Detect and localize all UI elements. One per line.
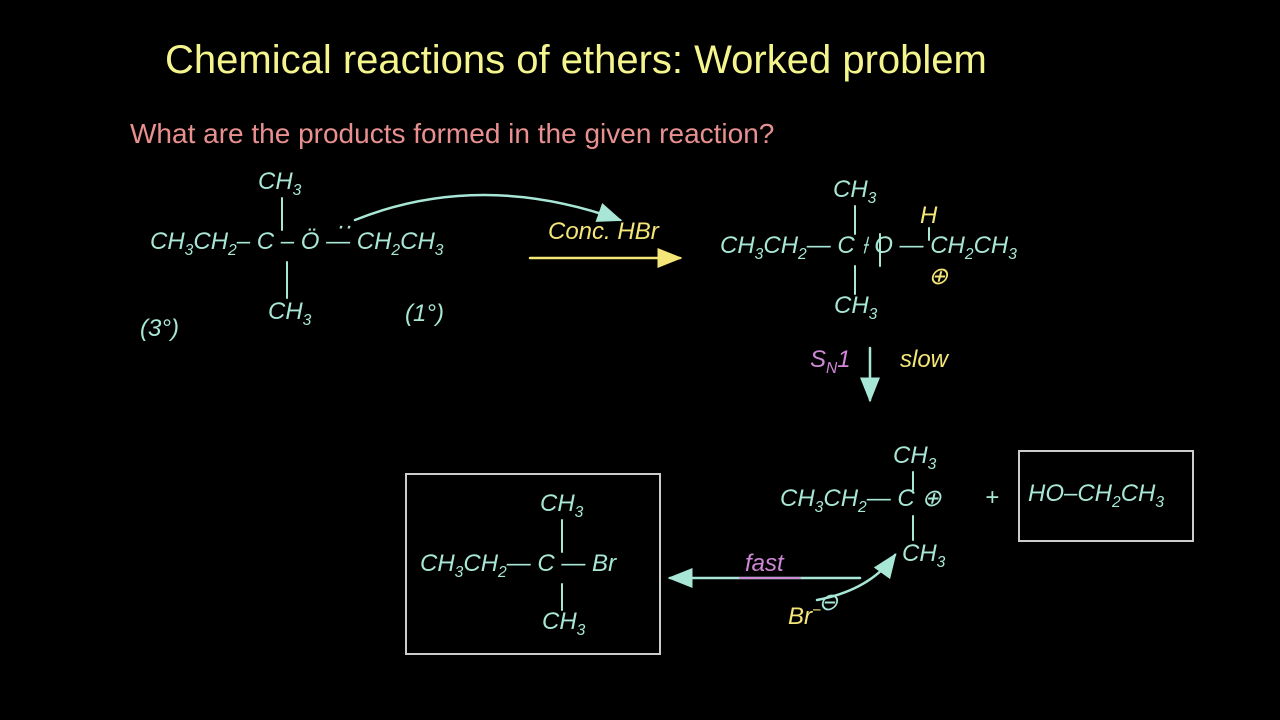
chem-carbo_plus: + xyxy=(985,484,999,512)
chem-carbo_ch3_bot: CH3 xyxy=(902,540,945,572)
chem-prod1_ch3_bot: CH3 xyxy=(834,292,877,324)
chem-degree_3: (3°) xyxy=(140,315,179,343)
chem-br_circ: ⊖ xyxy=(818,588,838,617)
chem-reactant_lone_pair: ·· xyxy=(337,213,353,241)
chem-sn1: SN1 xyxy=(810,346,851,378)
chem-prod1_ch3_top: CH3 xyxy=(833,176,876,208)
chem-prod1_h: H xyxy=(920,202,937,230)
chem-prod1_plus: ⊕ xyxy=(928,262,948,291)
chem-reactant_ch3_bot: CH3 xyxy=(268,298,311,330)
chem-degree_1: (1°) xyxy=(405,300,444,328)
chem-slow: slow xyxy=(900,346,948,374)
slide-title: Chemical reactions of ethers: Worked pro… xyxy=(165,38,987,83)
chem-br_minus: Br− xyxy=(788,602,821,631)
chem-fast: fast xyxy=(745,550,784,578)
chem-conc_hbr: Conc. HBr xyxy=(548,218,659,246)
arrow-curve_to_hbr xyxy=(355,195,620,220)
chem-reactant_main: CH3CH2– C – Ö — CH2CH3 xyxy=(150,228,443,260)
chem-carbo_main: CH3CH2— C ⊕ xyxy=(780,484,942,517)
chem-carbo_ch3_top: CH3 xyxy=(893,442,936,474)
box-product_box xyxy=(405,473,661,655)
box-alcohol_box xyxy=(1018,450,1194,542)
chem-prod1_main: CH3CH2— C ⟊ O — CH2CH3 xyxy=(720,232,1017,264)
chem-reactant_ch3_top: CH3 xyxy=(258,168,301,200)
question-text: What are the products formed in the give… xyxy=(130,118,774,150)
